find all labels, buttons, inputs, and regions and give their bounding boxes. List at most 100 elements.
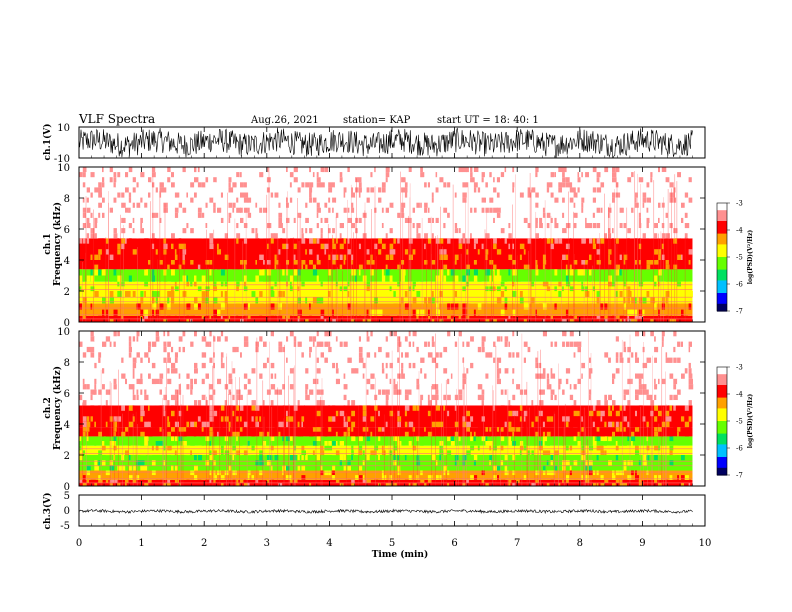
spectrogram-cell [577, 187, 580, 193]
spectrogram-cell [297, 410, 301, 417]
spectrogram-cell [151, 167, 156, 173]
spectrogram-cell [171, 197, 174, 203]
spectrogram-cell [328, 405, 331, 411]
spectrogram-cell [362, 172, 365, 178]
spectrogram-cell [658, 427, 662, 432]
spectrogram-cell [577, 177, 581, 183]
spectrogram-cell [94, 384, 97, 390]
spectrogram-cell [328, 187, 333, 193]
spectrogram-cell [289, 352, 294, 358]
spectrogram-cell [665, 177, 670, 183]
spectrogram-cell [182, 254, 185, 260]
spectrogram-cell [665, 405, 670, 411]
spectrogram-cell [608, 405, 611, 411]
spectrogram-cell [194, 281, 197, 287]
spectrogram-cell [654, 207, 657, 213]
spectrogram-cell [397, 207, 399, 213]
spectrogram-cell [289, 341, 295, 347]
spectrogram-cell [167, 167, 171, 173]
spectrogram-cell [125, 445, 127, 451]
spectrogram-cell [155, 455, 159, 461]
spectrogram-cell [493, 269, 495, 276]
spectrogram-cell [355, 394, 360, 401]
spectrogram-cell [493, 341, 496, 347]
spectrogram-cell [82, 182, 86, 188]
spectrogram-cell [608, 254, 610, 260]
spectrogram-cell [439, 197, 444, 203]
spectrogram-cell [282, 182, 287, 188]
spectrogram-cell [132, 460, 135, 466]
spectrogram-cell [681, 172, 684, 178]
spectrogram-cell [94, 217, 98, 223]
spectrogram-cell [569, 286, 574, 292]
spectrogram-cell [159, 228, 163, 234]
spectrogram-cell [274, 441, 277, 446]
spectrogram-cell [535, 470, 540, 476]
ch1-ylabel: ch.1(V) [42, 124, 53, 161]
spectrogram-cell [309, 389, 314, 395]
spectrogram-cell [638, 260, 641, 265]
spectrogram-cell [274, 362, 279, 369]
spectrogram-cell [661, 281, 666, 287]
spectrogram-cell [631, 297, 635, 304]
spectrogram-cell [82, 202, 87, 208]
spectrogram-cell [535, 455, 538, 461]
spectrogram-cell [504, 249, 508, 255]
spectrogram-cell [504, 368, 510, 374]
spectrogram-cell [681, 373, 685, 379]
spectrogram-cell [585, 465, 587, 471]
spectrogram-cell [393, 331, 397, 337]
spectrogram-cell [366, 177, 369, 183]
spectrogram-cell [378, 427, 382, 432]
spectrogram-cell [635, 373, 640, 379]
spectrogram-cell [435, 410, 440, 417]
spectrogram-cell [577, 341, 582, 347]
spectrogram-cell [481, 286, 485, 292]
spectrogram-cell [485, 303, 489, 310]
spectrogram-cell [228, 217, 231, 223]
spectrogram-cell [673, 233, 675, 239]
spectrogram-cell [489, 197, 494, 203]
spectrogram-cell [585, 281, 589, 287]
spectrogram-cell [569, 427, 574, 432]
spectrogram-cell [496, 427, 500, 432]
spectrogram-cell [424, 207, 428, 213]
spectrogram-cell [427, 479, 432, 483]
spectrogram-cell [585, 362, 589, 369]
spectrogram-cell [500, 427, 504, 432]
spectrogram-cell [443, 410, 448, 417]
spectrogram-cell [320, 217, 323, 223]
spectrogram-cell [635, 315, 639, 319]
spectrogram-cell [182, 207, 187, 213]
spectrogram-cell [581, 445, 585, 451]
spectrogram-cell [174, 331, 177, 337]
spectrogram-cell [174, 281, 177, 287]
spectrogram-cell [565, 479, 569, 483]
time-tick-label: 0 [76, 538, 82, 549]
spectrogram-cell [355, 378, 360, 385]
spectrogram-cell [201, 336, 207, 342]
spectrogram-cell [447, 421, 450, 428]
spectrogram-cell [539, 303, 542, 310]
spectrogram-cell [443, 297, 448, 304]
spectrogram-cell [205, 291, 209, 298]
spectrogram-cell [539, 441, 543, 446]
colorbar-swatch [717, 284, 727, 287]
spectrogram-cell [397, 373, 401, 379]
spectrogram-cell [270, 436, 275, 442]
spectrogram-cell [255, 172, 258, 178]
spectrogram-cell [320, 450, 325, 456]
spectrogram-cell [228, 378, 233, 385]
spectrogram-cell [435, 460, 438, 466]
spectrogram-cell [339, 238, 344, 244]
spectrogram-cell [600, 431, 605, 437]
spectrogram-cell [282, 405, 285, 411]
spectrogram-cell [105, 465, 110, 471]
spectrogram-cell [684, 192, 689, 198]
spectrogram-cell [592, 281, 595, 287]
spectrogram-cell [542, 264, 545, 270]
spectrogram-cell [608, 436, 612, 442]
spectrogram-cell [527, 336, 532, 342]
spectrogram-cell [504, 427, 508, 432]
spectrogram-cell [450, 482, 455, 486]
